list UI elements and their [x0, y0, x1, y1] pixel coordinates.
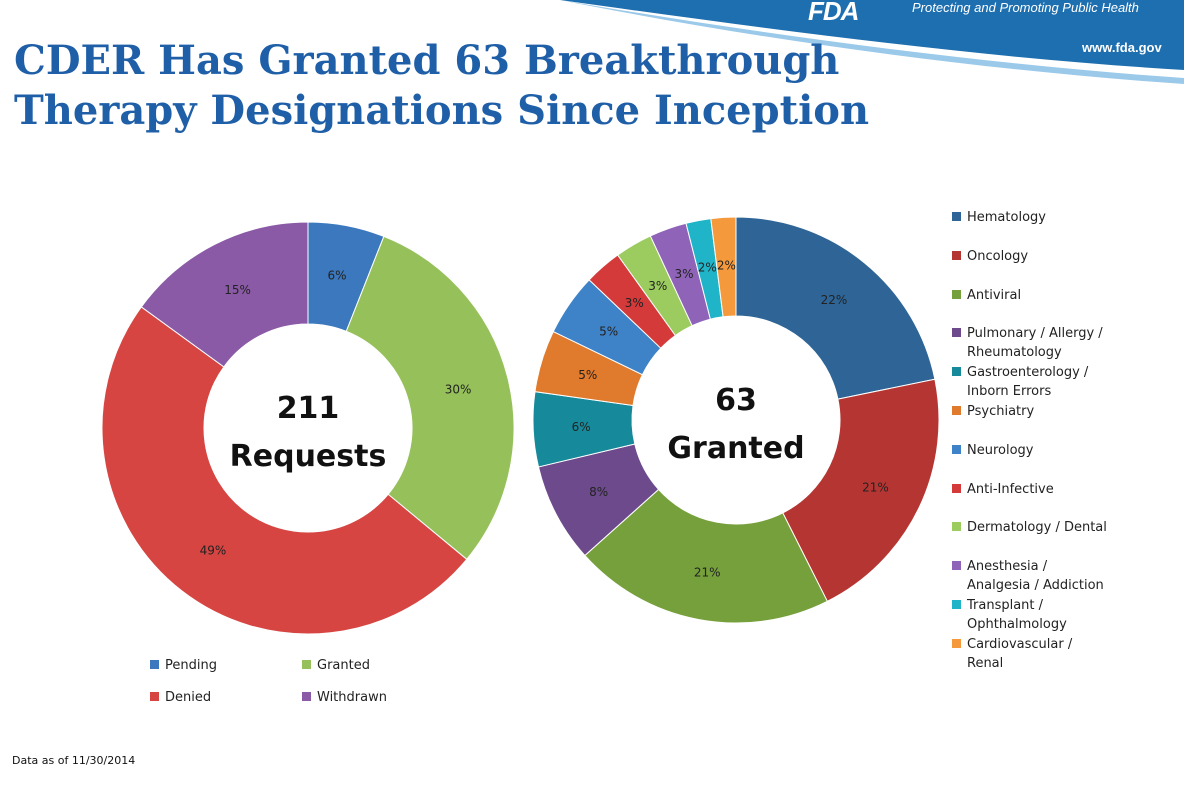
granted-value-label-cardiovascular-renal: 2% [717, 258, 736, 272]
granted-value-label-dermatology-dental: 3% [648, 279, 667, 293]
granted-legend-item-neurology: Neurology [952, 441, 1034, 460]
granted-value-label-anesthesia-analgesia-addiction: 3% [674, 267, 693, 281]
granted-slice-pulmonary-allergy-rheumatology [537, 443, 660, 557]
legend-label: Cardiovascular / Renal [967, 636, 1073, 671]
legend-swatch [952, 522, 961, 532]
website-url: www.fda.gov [1082, 40, 1162, 55]
header-banner [560, 0, 1184, 84]
legend-label: Transplant / Ophthalmology [967, 598, 1067, 632]
granted-value-label-oncology: 21% [862, 481, 889, 495]
granted-slice-hematology [735, 216, 936, 400]
granted-legend-item-oncology: Oncology [952, 247, 1028, 266]
tagline: Protecting and Promoting Public Health [912, 0, 1139, 15]
fda-logo: FDA [808, 0, 859, 26]
requests-center-label-2: Requests [230, 439, 387, 474]
granted-legend-item-pulmonary-allergy-rheumatology: Pulmonary / Allergy / Rheumatology [952, 324, 1103, 362]
legend-swatch [952, 367, 961, 377]
requests-legend-item-pending: Pending [150, 656, 217, 675]
title-line-2: Therapy Designations Since Inception [14, 87, 870, 134]
granted-legend-item-antiviral: Antiviral [952, 286, 1021, 305]
requests-value-label-denied: 49% [200, 543, 227, 557]
granted-value-label-hematology: 22% [821, 293, 848, 307]
granted-slice-dermatology-dental [617, 235, 693, 337]
legend-swatch [302, 692, 311, 701]
data-date-footnote: Data as of 11/30/2014 [12, 754, 136, 767]
granted-slice-antiviral [584, 488, 828, 624]
legend-swatch [952, 289, 961, 299]
granted-legend-item-anti-infective: Anti-Infective [952, 480, 1054, 499]
legend-swatch [952, 444, 961, 454]
granted-legend: Hematology Oncology Antiviral Pulmonary / A… [952, 208, 1172, 678]
granted-center-label-2: Granted [667, 431, 804, 466]
granted-value-label-neurology: 5% [599, 325, 618, 339]
granted-slice-oncology [782, 378, 940, 602]
granted-value-label-pulmonary-allergy-rheumatology: 8% [589, 485, 608, 499]
granted-legend-item-dermatology-dental: Dermatology / Dental [952, 518, 1107, 537]
requests-value-label-pending: 6% [328, 269, 347, 283]
requests-value-label-withdrawn: 15% [224, 283, 251, 297]
legend-swatch [952, 406, 961, 415]
granted-value-label-transplant-ophthalmology: 2% [698, 261, 717, 275]
legend-swatch [952, 483, 961, 493]
granted-value-label-anti-infective: 3% [625, 296, 644, 310]
granted-slice-neurology [552, 279, 662, 376]
title-line-1: CDER Has Granted 63 Breakthrough [14, 37, 840, 84]
requests-slice-withdrawn [140, 221, 309, 368]
legend-label: Neurology [967, 442, 1034, 458]
legend-label: Dermatology / Dental [967, 520, 1107, 536]
legend-label: Psychiatry [967, 404, 1035, 419]
legend-label: Anesthesia / Analgesia / Addiction [967, 559, 1104, 594]
granted-legend-item-cardiovascular-renal: Cardiovascular / Renal [952, 635, 1072, 673]
granted-legend-item-psychiatry: Psychiatry [952, 402, 1034, 421]
legend-label: Gastroenterology / Inborn Errors [967, 365, 1089, 400]
legend-swatch [952, 561, 961, 571]
legend-label: Anti-Infective [967, 481, 1054, 497]
legend-label: Hematology [967, 210, 1046, 225]
legend-swatch [952, 600, 961, 609]
requests-legend-item-granted: Granted [302, 656, 370, 675]
granted-legend-item-hematology: Hematology [952, 208, 1046, 227]
granted-value-label-psychiatry: 5% [578, 368, 597, 382]
requests-value-label-granted: 30% [445, 382, 472, 396]
requests-slice-granted [345, 235, 515, 561]
granted-legend-item-anesthesia-analgesia-addiction: Anesthesia / Analgesia / Addiction [952, 557, 1104, 595]
granted-slice-gastroenterology-inborn-errors [532, 391, 636, 468]
legend-label: Antiviral [967, 287, 1022, 303]
legend-label: Denied [165, 690, 212, 705]
legend-swatch [302, 660, 311, 669]
granted-value-label-antiviral: 21% [694, 565, 721, 579]
requests-slice-pending [307, 221, 385, 332]
requests-legend-item-withdrawn: Withdrawn [302, 688, 387, 707]
legend-label: Oncology [967, 248, 1029, 264]
page-title: CDER Has Granted 63 Breakthrough Therapy… [14, 36, 869, 136]
legend-label: Granted [317, 658, 370, 673]
legend-label: Pulmonary / Allergy / Rheumatology [967, 326, 1103, 361]
granted-slice-transplant-ophthalmology [685, 218, 724, 320]
legend-swatch [150, 660, 159, 669]
legend-label: Withdrawn [317, 690, 387, 705]
granted-legend-item-transplant-ophthalmology: Transplant / Ophthalmology [952, 596, 1067, 634]
granted-slice-cardiovascular-renal [710, 216, 737, 318]
legend-swatch [952, 250, 961, 260]
requests-center-label-1: 211 [277, 391, 340, 426]
legend-swatch [150, 692, 159, 701]
legend-swatch [952, 328, 961, 338]
legend-label: Pending [165, 658, 217, 673]
requests-slice-denied [101, 306, 468, 635]
legend-swatch [952, 212, 961, 221]
granted-slice-anti-infective [588, 254, 677, 349]
granted-legend-item-gastroenterology-inborn-errors: Gastroenterology / Inborn Errors [952, 363, 1088, 401]
requests-legend-item-denied: Denied [150, 688, 211, 707]
requests-legend: Pending Granted Denied Withdrawn [150, 656, 450, 706]
granted-value-label-gastroenterology-inborn-errors: 6% [572, 420, 591, 434]
legend-swatch [952, 638, 961, 648]
granted-center-label-1: 63 [715, 383, 757, 418]
granted-slice-psychiatry [534, 330, 644, 407]
granted-slice-anesthesia-analgesia-addiction [649, 222, 711, 327]
